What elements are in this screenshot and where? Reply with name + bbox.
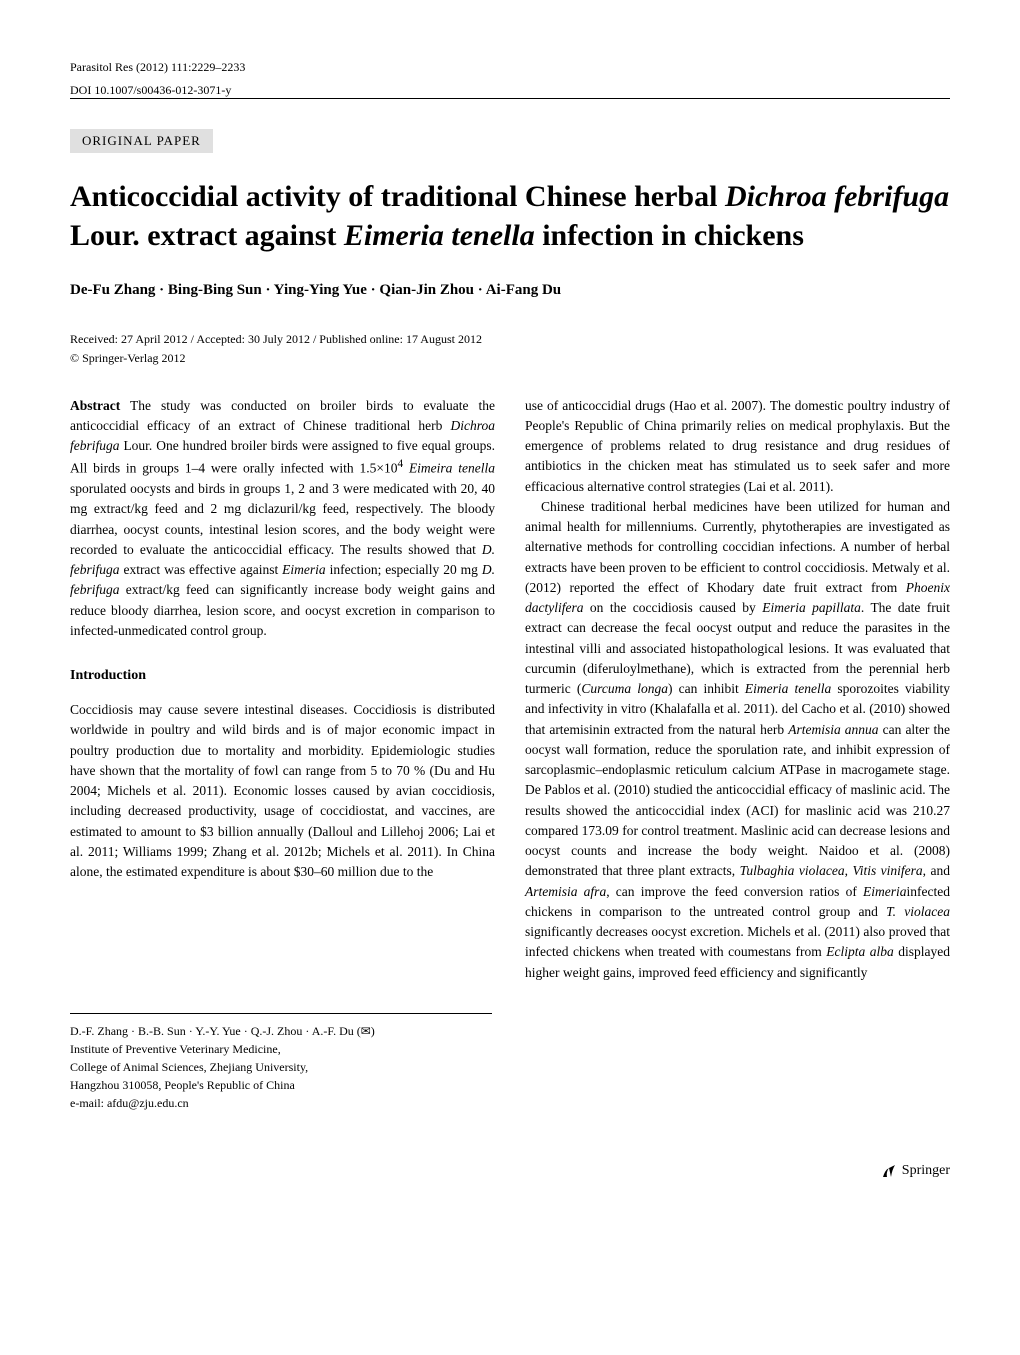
abstract-label: Abstract: [70, 398, 120, 413]
copyright-line: © Springer-Verlag 2012: [70, 351, 950, 366]
header-divider: [70, 98, 950, 99]
abstract-i4: Eimeria: [282, 562, 326, 577]
affiliation-email: e-mail: afdu@zju.edu.cn: [70, 1094, 492, 1112]
abstract-t5: extract was effective against: [120, 562, 283, 577]
abstract-i2: Eimeira tenella: [409, 461, 495, 476]
abstract-t1: The study was conducted on broiler birds…: [70, 398, 495, 433]
page-footer: Springer: [70, 1162, 950, 1180]
c2p2-i8: Artemisia afra: [525, 884, 606, 899]
c2p2-i5: Artemisia annua: [788, 722, 878, 737]
springer-logo: [880, 1162, 898, 1180]
journal-citation: Parasitol Res (2012) 111:2229–2233: [70, 60, 245, 75]
publication-dates: Received: 27 April 2012 / Accepted: 30 J…: [70, 332, 950, 347]
affiliation-institute: Institute of Preventive Veterinary Medic…: [70, 1040, 492, 1058]
col2-paragraph-2: Chinese traditional herbal medicines hav…: [525, 497, 950, 983]
authors-list: De-Fu Zhang · Bing-Bing Sun · Ying-Ying …: [70, 279, 950, 302]
col2-paragraph-1: use of anticoccidial drugs (Hao et al. 2…: [525, 396, 950, 497]
intro-paragraph-1: Coccidiosis may cause severe intestinal …: [70, 700, 495, 882]
abstract-t4: sporulated oocysts and birds in groups 1…: [70, 481, 495, 557]
c2p2-i2: Eimeria papillata: [762, 600, 861, 615]
c2p2-t1: Chinese traditional herbal medicines hav…: [525, 499, 950, 595]
springer-text: Springer: [902, 1163, 950, 1178]
two-column-layout: Abstract The study was conducted on broi…: [70, 396, 950, 983]
introduction-header: Introduction: [70, 665, 495, 686]
c2p2-t8: , and: [923, 863, 950, 878]
c2p2-i11: Eclipta alba: [826, 944, 893, 959]
title-italic-2: Eimeria tenella: [344, 219, 535, 252]
abstract-t6: infection; especially 20 mg: [326, 562, 482, 577]
c2p2-i4: Eimeria tenella: [745, 681, 831, 696]
abstract-paragraph: Abstract The study was conducted on broi…: [70, 396, 495, 642]
title-italic-1: Dichroa febrifuga: [725, 180, 949, 213]
c2p2-i6: Tulbaghia violacea: [740, 863, 845, 878]
c2p2-i10: T. violacea: [886, 904, 950, 919]
c2p2-i7: Vitis vinifera: [852, 863, 922, 878]
affiliation-authors: D.-F. Zhang · B.-B. Sun · Y.-Y. Yue · Q.…: [70, 1022, 492, 1040]
left-column: Abstract The study was conducted on broi…: [70, 396, 495, 983]
affiliation-college: College of Animal Sciences, Zhejiang Uni…: [70, 1058, 492, 1076]
c2p2-t6: can alter the oocyst wall formation, red…: [525, 722, 950, 879]
right-column: use of anticoccidial drugs (Hao et al. 2…: [525, 396, 950, 983]
doi: DOI 10.1007/s00436-012-3071-y: [70, 83, 950, 98]
c2p2-i3: Curcuma longa: [581, 681, 668, 696]
c2p2-t4: ) can inhibit: [668, 681, 745, 696]
abstract-t7: extract/kg feed can significantly increa…: [70, 582, 495, 638]
affiliation-block: D.-F. Zhang · B.-B. Sun · Y.-Y. Yue · Q.…: [70, 1013, 492, 1112]
c2p2-t9: , can improve the feed conversion ratios…: [606, 884, 863, 899]
paper-type-label: ORIGINAL PAPER: [70, 129, 213, 153]
c2p2-t2: on the coccidiosis caused by: [583, 600, 762, 615]
affiliation-address: Hangzhou 310058, People's Republic of Ch…: [70, 1076, 492, 1094]
c2p2-i9: Eimeria: [863, 884, 907, 899]
paper-title: Anticoccidial activity of traditional Ch…: [70, 177, 950, 255]
title-suffix: infection in chickens: [535, 219, 804, 252]
title-mid: Lour. extract against: [70, 219, 344, 252]
title-prefix: Anticoccidial activity of traditional Ch…: [70, 180, 725, 213]
page-header: Parasitol Res (2012) 111:2229–2233: [70, 60, 950, 75]
